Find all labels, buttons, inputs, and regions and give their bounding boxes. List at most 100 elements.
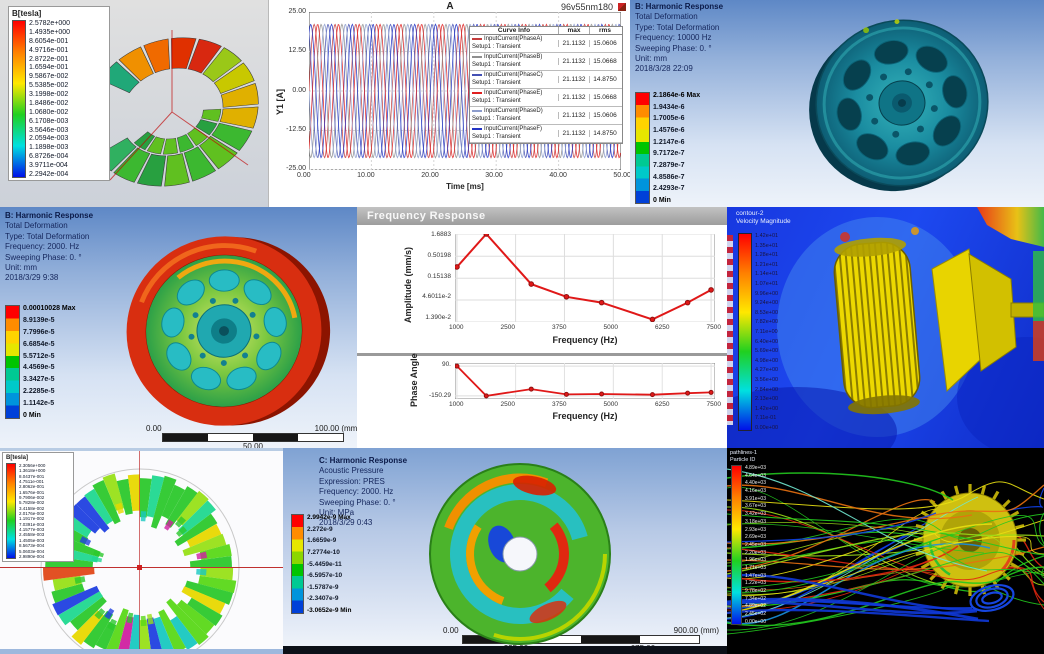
panel-current-plot: A 96v55nm180 Y1 [A] 25.00 12.50 0.00 -12.50… <box>268 0 631 207</box>
legend-title: B[tesla] <box>6 455 29 461</box>
legend-value: 4.6011e-2 <box>422 293 451 301</box>
legend-value: 1.8486e-002 <box>29 99 69 107</box>
legend-value: 6250 <box>655 324 670 331</box>
legend-value: 3.91e+03 <box>745 495 766 502</box>
flux-density-legend: B[tesla] 2.5782e+000 1.4935e+000 8.6054e-0… <box>8 6 110 181</box>
legend-title-line1: contour-2 <box>736 210 764 217</box>
legend-value: 3.5646e-003 <box>29 126 69 134</box>
scale-bar <box>162 433 344 442</box>
info-line: Sweeping Phase: 0. ° <box>635 43 712 53</box>
info-line: 2018/3/29 9:38 <box>5 273 59 283</box>
x-tick-labels: 0.00 10.00 20.00 30.00 40.00 50.00 <box>297 172 631 179</box>
legend-value: 1.42e+01 <box>755 233 779 239</box>
legend-value: 1.4935e+000 <box>29 28 71 36</box>
legend-value: 0.00 <box>297 172 311 179</box>
legend-value: 7.11e-01 <box>755 415 777 422</box>
result-info-block: B: Harmonic Response Total Deformation Typ… <box>5 211 93 284</box>
info-line: C: Harmonic Response <box>319 456 408 465</box>
legend-value: 1.1898e-003 <box>29 144 69 152</box>
legend-value: 5.5712e-5 <box>23 352 55 360</box>
legend-value: 4.7511e-001 <box>19 479 44 485</box>
legend-value: 1.71e+03 <box>745 564 766 571</box>
rotor-wheel-render <box>126 236 331 426</box>
panel-maxwell-2d: B[tesla] 2.3056e+000 1.3618e+000 8.0437e-0… <box>0 448 283 654</box>
legend-value: 2.5782e+000 <box>29 20 71 27</box>
legend-value: 0.00e+00 <box>745 618 766 625</box>
legend-value: 1.07e+01 <box>755 280 779 287</box>
legend-value: 1.6659e-9 <box>307 537 337 545</box>
legend-value: 1.14e+01 <box>755 271 779 278</box>
curve-row: InputCurrent(PhaseE) Setup1 : Transient 21… <box>470 89 622 107</box>
legend-value: 5000 <box>603 401 618 408</box>
legend-value: 2.2285e-5 <box>23 388 55 396</box>
legend-value: 7.34e+02 <box>745 595 766 602</box>
info-line: Frequency: 10000 Hz <box>635 33 712 43</box>
legend-value: 2.2942e-004 <box>29 170 69 178</box>
legend-value: 2.1864e-6 Max <box>653 92 701 99</box>
legend-value: 3.1998e-002 <box>29 91 69 98</box>
x-axis-label: Time [ms] <box>446 182 484 191</box>
legend-value: 1.4505e-003 <box>19 537 45 543</box>
legend-value: 1.1142e-5 <box>23 400 55 407</box>
legend-value: 8.6054e-001 <box>29 37 69 45</box>
legend-value: 9.96e+00 <box>755 290 779 297</box>
amplitude-axis-label: Amplitude (mm/s) <box>403 246 413 323</box>
info-line: 2018/3/28 22:09 <box>635 64 693 74</box>
curve-row: InputCurrent(PhaseB) Setup1 : Transient 21… <box>470 53 622 71</box>
legend-value: 1.390e-2 <box>425 314 451 321</box>
curve-row: InputCurrent(PhaseD) Setup1 : Transient 21… <box>470 107 622 125</box>
scale-ruler: 0.00 100.00 (mm) 50.00 <box>146 424 357 448</box>
info-line: B: Harmonic Response <box>5 211 94 220</box>
legend-value: 7.11e+00 <box>755 328 778 335</box>
info-line: Type: Total Deformation <box>635 22 720 32</box>
legend-value: 4.1577e-003 <box>19 527 45 533</box>
window-splitter[interactable] <box>357 353 727 356</box>
scale-bar <box>462 635 700 644</box>
legend-value: 8.5673e-004 <box>19 543 45 549</box>
legend-value: 2.8722e-001 <box>29 55 69 63</box>
legend-value: 7.82e+00 <box>755 319 779 326</box>
contour-legend-title: contour-2 Velocity Magnitude <box>736 210 791 226</box>
legend-values: 4.89e+03 4.64e+03 4.40e+03 4.16e+03 3.91e+03… <box>745 465 766 625</box>
legend-value: -3.0652e-9 Min <box>307 607 352 614</box>
colorbar <box>635 92 650 204</box>
info-line: Total Deformation <box>5 221 68 231</box>
legend-value: 3.42e+03 <box>745 511 766 518</box>
colorbar <box>6 463 16 559</box>
window-titlebar[interactable]: Frequency Response <box>357 207 727 225</box>
legend-value: 6250 <box>655 401 670 408</box>
legend-value: 1.35e+01 <box>755 242 779 249</box>
rotor-wheel-render <box>809 19 989 192</box>
curve-row: InputCurrent(PhaseF) Setup1 : Transient 21… <box>470 125 622 143</box>
legend-value: 3.18e+03 <box>745 518 766 525</box>
legend-value: 1.0680e-002 <box>29 108 69 116</box>
info-line: Expression: PRES <box>319 476 385 486</box>
legend-value: 5.7828e-002 <box>19 500 45 506</box>
flux-density-legend: B[tesla] 2.3056e+000 1.3618e+000 8.0437e-0… <box>2 452 74 562</box>
deformation-legend: 0.00010028 Max 8.9139e-5 7.7996e-5 6.6854e-… <box>5 305 76 419</box>
legend-value: -2.3407e-9 <box>307 595 339 603</box>
legend-value: 4.8586e-7 <box>653 173 685 181</box>
legend-value: 6.6854e-5 <box>23 340 55 348</box>
legend-value: -12.50 <box>286 125 306 133</box>
window-edge-bottom <box>0 649 283 654</box>
info-line: Sweeping Phase: 0. ° <box>319 497 396 507</box>
info-line: Unit: MPa <box>319 507 355 517</box>
legend-value: 2.0176e-002 <box>19 511 45 517</box>
legend-value: 1.28e+01 <box>755 252 779 259</box>
legend-value: 2.13e+00 <box>755 396 779 403</box>
legend-value: 4.27e+00 <box>755 367 779 374</box>
amplitude-chart <box>455 234 715 322</box>
legend-value: -25.00 <box>286 165 306 172</box>
legend-value: 2.93e+03 <box>745 526 766 533</box>
legend-value: 5.5385e-002 <box>29 82 69 90</box>
legend-value: 2.84e+00 <box>755 386 779 393</box>
legend-value: -6.5957e-10 <box>307 572 343 580</box>
legend-value: 1.6594e-001 <box>29 64 69 72</box>
legend-value: 3.67e+03 <box>745 503 766 510</box>
info-line: B: Harmonic Response <box>635 2 724 11</box>
legend-value: 90. <box>441 361 451 368</box>
info-line: 2018/3/29 0:43 <box>319 518 373 528</box>
legend-value: 4.98e+00 <box>755 357 779 364</box>
legend-value: 3.3427e-5 <box>23 376 55 384</box>
